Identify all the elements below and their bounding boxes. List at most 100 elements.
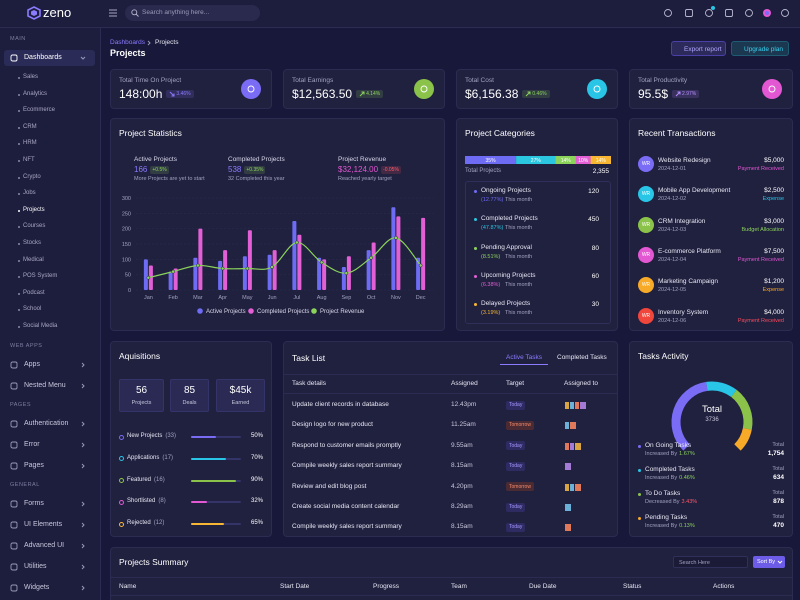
breadcrumb-link[interactable]: Dashboards — [110, 39, 146, 46]
submenu-item[interactable]: School — [23, 306, 42, 313]
menu-item[interactable]: Dashboards — [24, 54, 62, 61]
submenu-item[interactable]: Stocks — [23, 240, 42, 246]
menu-item[interactable]: Forms — [24, 500, 44, 507]
submenu-item[interactable]: Medical — [23, 256, 44, 263]
activity-note: Increased By 0.13% — [645, 523, 695, 529]
change-value: 4.14% — [366, 91, 381, 97]
bar-segment — [590, 156, 611, 164]
button-label[interactable]: Export report — [684, 45, 722, 53]
submenu-item[interactable]: Courses — [23, 223, 46, 230]
activity-dot — [638, 493, 641, 496]
transaction-status: Payment Received — [737, 317, 784, 324]
category-share: (8.51%) — [481, 253, 501, 260]
table-border-header — [111, 595, 792, 596]
submenu-item[interactable]: HRM — [23, 140, 37, 147]
y-tick-label: 200 — [122, 227, 131, 233]
acq-label: New Projects (33) — [127, 433, 176, 439]
trend-arrow — [170, 91, 175, 97]
stat-card: Total Cost $6,156.38 0.46% — [456, 69, 618, 109]
activity-name: On Going Tasks — [645, 442, 692, 449]
transaction-avatar: WR — [638, 246, 654, 263]
sidebar: zeno MAIN Dashboards Sales Analytics Ecommerc… — [0, 0, 101, 600]
submenu-item[interactable]: Ecommerce — [23, 107, 56, 114]
button-label[interactable]: Upgrade plan — [744, 45, 784, 53]
category-list-box — [465, 181, 611, 324]
x-tick-label: Nov — [391, 295, 401, 301]
progress-fill — [191, 457, 226, 460]
header-icon — [664, 9, 672, 17]
activity-note-text: Increased By — [645, 475, 678, 481]
target-badge: Today — [506, 400, 526, 410]
acq-stat-box: 85 Deals — [170, 379, 209, 412]
stat-card: Total Earnings $12,563.50 4.14% — [283, 69, 445, 109]
icon-shape — [10, 542, 18, 550]
legend-label: Completed Projects — [257, 309, 309, 315]
acq-label: Applications (17) — [127, 455, 173, 461]
submenu-item[interactable]: CRM — [23, 123, 37, 130]
submenu-item[interactable]: NFT — [23, 157, 35, 163]
sort-label[interactable]: Sort By — [757, 558, 776, 565]
upgrade-button[interactable]: Upgrade plan — [731, 41, 789, 56]
acq-count: (33) — [165, 433, 177, 439]
activity-total-label: Total — [772, 514, 784, 520]
submenu-item[interactable]: Crypto — [23, 173, 41, 180]
acq-label: Featured (16) — [127, 477, 165, 483]
menu-item[interactable]: Utilities — [24, 563, 47, 570]
task-tab[interactable]: Active Tasks — [506, 354, 543, 361]
submenu-item[interactable]: Jobs — [23, 190, 36, 197]
trend-arrow — [526, 91, 531, 97]
icon-shape — [10, 500, 18, 508]
search-box[interactable]: Search anything here... — [125, 5, 260, 21]
category-bar: 35% 27% 14% 10% 14% — [465, 156, 611, 164]
acq-count: (8) — [158, 498, 166, 505]
column-header: Team — [451, 583, 467, 590]
stat-value: $6,156.38 — [465, 87, 519, 101]
submenu-dot — [18, 110, 20, 113]
icon-shape — [10, 361, 18, 369]
stat-row: 95.5$ 2.97% — [638, 87, 700, 101]
icon-shape — [10, 420, 18, 428]
transaction-name: E-commerce Platform — [658, 247, 721, 255]
export-button[interactable]: Export report — [671, 41, 726, 56]
transaction-status: Payment Received — [737, 166, 784, 172]
card-title: Aquisitions — [119, 351, 161, 361]
submenu-item[interactable]: Podcast — [23, 289, 45, 296]
summary-search[interactable]: Search Here — [673, 556, 748, 568]
submenu-item[interactable]: Analytics — [23, 90, 48, 97]
activity-total-label: Total — [772, 490, 784, 496]
menu-item[interactable]: Authentication — [24, 420, 69, 427]
sort-button[interactable]: Sort By — [753, 556, 785, 568]
submenu-item[interactable]: POS System — [23, 273, 58, 280]
menu-icon — [10, 441, 18, 449]
chevron-shape — [777, 560, 783, 564]
kpi-value: $32,124.00 — [338, 165, 379, 174]
acq-ring — [119, 434, 124, 440]
page-title: Projects — [110, 48, 146, 58]
stat-icon — [762, 79, 782, 99]
bar — [292, 221, 297, 290]
transaction-date: 2024-12-05 — [658, 287, 687, 294]
menu-item[interactable]: Error — [24, 441, 40, 448]
submenu-item[interactable]: Social Media — [23, 323, 58, 329]
bar — [421, 217, 426, 290]
menu-item[interactable]: Nested Menu — [24, 382, 66, 389]
task-tab[interactable]: Completed Tasks — [557, 354, 607, 361]
submenu-item[interactable]: Projects — [23, 206, 45, 213]
transaction-status: Expense — [762, 196, 784, 203]
target-badge: Today — [506, 461, 526, 471]
task-list-card: Task List Active Tasks Completed Tasks Task… — [283, 341, 618, 537]
menu-item[interactable]: Pages — [24, 462, 44, 469]
menu-item[interactable]: Widgets — [24, 584, 50, 591]
category-share: (47.87%) — [481, 225, 504, 232]
menu-icon — [10, 500, 18, 508]
submenu-item[interactable]: Sales — [23, 74, 39, 80]
bar — [297, 234, 302, 290]
menu-item[interactable]: Advanced UI — [24, 542, 65, 549]
menu-icon — [10, 361, 18, 369]
chevron-icon — [81, 543, 85, 549]
submenu-dot — [18, 193, 20, 196]
menu-item[interactable]: UI Elements — [24, 521, 63, 528]
menu-item[interactable]: Apps — [24, 361, 40, 368]
change-value: 0.46% — [532, 91, 547, 97]
kpi-note: 32 Completed this year — [228, 176, 285, 182]
